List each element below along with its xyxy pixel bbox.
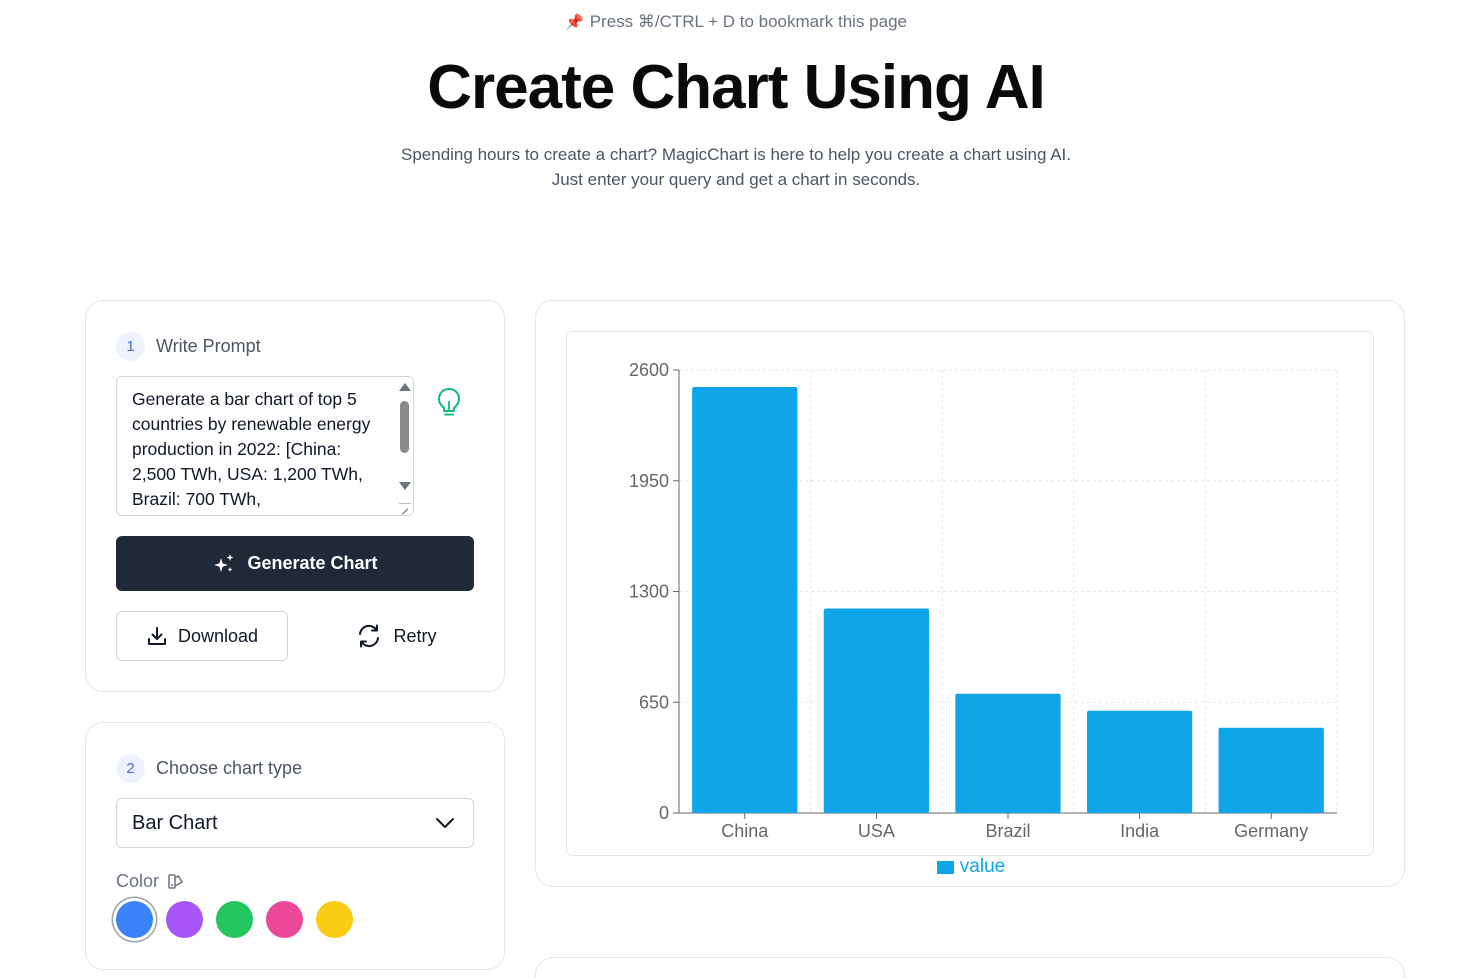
color-swatch-3[interactable] (216, 901, 253, 938)
x-tick-label: China (721, 821, 769, 841)
page-title: Create Chart Using AI (427, 53, 1046, 122)
download-button[interactable]: Download (116, 611, 288, 661)
x-tick-label: Germany (1234, 821, 1308, 841)
download-icon (147, 627, 166, 645)
y-tick-label: 650 (639, 692, 669, 712)
page-subtitle: Spending hours to create a chart? MagicC… (0, 142, 1472, 192)
sparkles-icon (214, 553, 234, 572)
bar-germany (1218, 727, 1324, 813)
retry-label: Retry (393, 625, 437, 646)
prompt-card: 1 Write Prompt Generate a bar chart of t… (85, 300, 505, 692)
bar-chart: 0 650 1300 1950 2600 China USA Brazil India Germa… (629, 360, 1338, 841)
refresh-icon (359, 624, 380, 648)
step-label: Write Prompt (156, 336, 261, 356)
color-swatch-4[interactable] (266, 901, 303, 938)
palette-icon (168, 874, 183, 889)
color-label-text: Color (116, 871, 160, 891)
color-swatch-2[interactable] (166, 901, 203, 938)
color-swatch-5[interactable] (316, 901, 353, 938)
color-swatches (116, 901, 366, 938)
color-label: Color (116, 871, 184, 892)
pushpin-icon: 📌 (565, 14, 584, 31)
chevron-down-icon (436, 818, 454, 828)
chart-card: 0 650 1300 1950 2600 China USA Brazil India Germa… (535, 300, 1405, 887)
step-number: 2 (116, 754, 145, 783)
bar-india (1086, 710, 1193, 813)
step-write-prompt: 1 Write Prompt (116, 332, 261, 361)
legend-label: value (959, 856, 1006, 877)
step-choose-type: 2 Choose chart type (116, 754, 302, 783)
bar-china (692, 387, 798, 813)
scroll-thumb[interactable] (400, 401, 409, 453)
x-tick-label: India (1120, 821, 1160, 841)
bar-usa (823, 608, 930, 813)
x-tick-label: Brazil (985, 821, 1030, 841)
bookmark-tip: 📌 Press ⌘/CTRL + D to bookmark this page (0, 12, 1472, 32)
subtitle-line-2: Just enter your query and get a chart in… (551, 170, 921, 189)
color-swatch-1[interactable] (116, 901, 153, 938)
scroll-up-arrow-icon[interactable] (399, 383, 411, 391)
bar-brazil (955, 693, 1061, 813)
chart-type-select[interactable]: Bar Chart (116, 798, 474, 848)
subtitle-line-1: Spending hours to create a chart? MagicC… (401, 145, 1071, 164)
retry-button[interactable]: Retry (318, 611, 474, 661)
y-tick-label: 2600 (629, 360, 669, 380)
textarea-scrollbar[interactable] (396, 377, 413, 515)
scroll-down-arrow-icon[interactable] (399, 482, 411, 490)
chart-type-value: Bar Chart (132, 811, 218, 834)
y-tick-label: 0 (659, 803, 669, 823)
prompt-text[interactable]: Generate a bar chart of top 5 countries … (132, 389, 371, 509)
step-label: Choose chart type (156, 758, 303, 778)
bookmark-tip-text: Press ⌘/CTRL + D to bookmark this page (589, 12, 907, 31)
chart-legend[interactable]: value (536, 856, 1406, 878)
generate-chart-button[interactable]: Generate Chart (116, 536, 474, 591)
download-label: Download (177, 625, 259, 646)
lightbulb-icon[interactable] (436, 387, 462, 419)
next-card (535, 957, 1405, 978)
legend-swatch (936, 860, 954, 874)
resize-grip-icon[interactable] (399, 503, 411, 513)
generate-chart-label: Generate Chart (247, 553, 378, 573)
chart-type-card: 2 Choose chart type Bar Chart Color (85, 722, 505, 970)
y-tick-label: 1300 (629, 582, 669, 602)
y-tick-label: 1950 (629, 471, 669, 491)
x-tick-label: USA (858, 821, 895, 841)
prompt-textarea[interactable]: Generate a bar chart of top 5 countries … (116, 376, 414, 516)
step-number: 1 (116, 332, 145, 361)
chart-container: 0 650 1300 1950 2600 China USA Brazil India Germa… (566, 331, 1374, 856)
